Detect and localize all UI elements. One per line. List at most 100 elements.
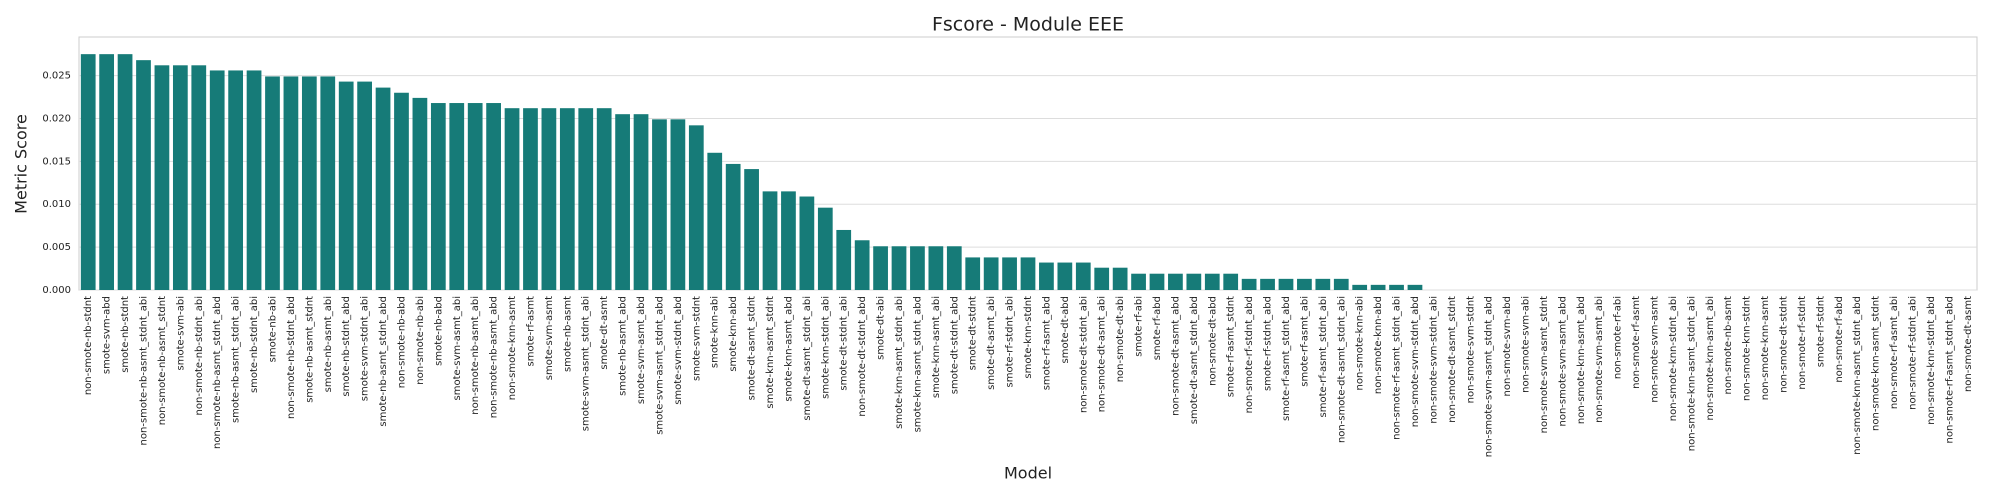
x-tick-label: smote-rf-asmt_stdnt_abi: [1318, 296, 1329, 417]
bar: [652, 119, 667, 290]
x-tick-label: smote-dt-stdnt_abi: [839, 296, 850, 391]
x-tick-label: smote-nb-stdnt_abd: [341, 296, 352, 397]
y-tick-label: 0.015: [42, 156, 71, 167]
bar: [1389, 284, 1404, 290]
bar: [357, 81, 372, 290]
bar: [928, 246, 944, 290]
x-tick-label: smote-dt-abi: [876, 296, 887, 360]
bar: [1094, 267, 1110, 290]
bar: [541, 108, 557, 291]
x-tick-label: non-smote-knn-asmt_stdnt_abd: [1852, 296, 1863, 455]
x-tick-label: smote-dt-stdnt_abd: [949, 296, 960, 394]
bar: [633, 114, 649, 291]
x-tick-label: smote-knn-asmt_stdnt_abi: [894, 296, 905, 429]
bar: [1315, 278, 1331, 290]
bar: [578, 108, 594, 291]
x-axis-label: Model: [1004, 464, 1052, 483]
x-tick-label: smote-knn-asmt_stdnt: [765, 296, 776, 409]
x-tick-label: smote-knn-abd: [728, 296, 739, 372]
x-tick-label: smote-rf-asmt_abd: [1041, 296, 1052, 390]
x-tick-label: non-smote-svm-asmt_abd: [1557, 296, 1568, 426]
x-tick-label: smote-svm-stdnt_abd: [673, 296, 684, 405]
x-tick-label: non-smote-nb-asmt_stdnt: [157, 296, 168, 425]
bar: [1333, 278, 1349, 290]
bar: [504, 108, 520, 291]
bar: [707, 152, 723, 290]
bar: [873, 246, 888, 290]
bar: [744, 169, 759, 290]
x-tick-label: smote-svm-asmt_stdnt_abi: [581, 296, 592, 431]
bar: [246, 70, 262, 291]
x-tick-label: non-smote-rf-stdnt_abi: [1908, 296, 1919, 410]
x-tick-label: non-smote-nb-stdnt: [83, 296, 94, 395]
y-tick-label: 0.020: [42, 113, 71, 124]
x-tick-label: non-smote-dt-asmt_abi: [1097, 296, 1108, 412]
bar: [559, 108, 575, 291]
x-tick-label: smote-dt-asmt_stdnt_abi: [802, 296, 813, 421]
x-tick-label: non-smote-knn-asmt: [1760, 296, 1771, 400]
bar: [1057, 262, 1073, 290]
x-tick-label: non-smote-svm-abi: [1521, 296, 1532, 393]
x-tick-label: non-smote-rf-abi: [1613, 296, 1624, 379]
x-tick-label: smote-rf-abi: [1134, 296, 1145, 357]
x-tick-label: smote-rf-asmt_abi: [1299, 296, 1310, 387]
x-tick-label: non-smote-svm-abd: [1502, 296, 1513, 396]
x-tick-label: smote-nb-stdnt: [120, 296, 131, 373]
bar: [1186, 273, 1202, 290]
x-tick-label: non-smote-rf-asmt_abi: [1889, 296, 1900, 409]
bar: [762, 191, 778, 290]
x-tick-label: smote-dt-asmt_abi: [986, 296, 997, 390]
x-tick-label: non-smote-knn-abd: [1373, 296, 1384, 394]
x-tick-label: non-smote-nb-asmt_abd: [489, 296, 500, 418]
bar: [412, 97, 428, 290]
bar: [965, 257, 981, 290]
x-tick-label: non-smote-nb-stdnt_abd: [286, 296, 297, 419]
bar: [1297, 278, 1312, 290]
y-tick-label: 0.025: [42, 71, 71, 82]
x-tick-label: smote-knn-asmt_stdnt_abd: [912, 296, 923, 432]
x-tick-label: smote-rf-asmt_stdnt_abd: [1281, 296, 1292, 421]
bar: [910, 246, 925, 290]
x-tick-label: non-smote-dt-stdnt: [1779, 296, 1790, 393]
bar: [817, 207, 833, 290]
x-tick-label: non-smote-knn-asmt_abi: [1705, 296, 1716, 420]
bar: [394, 92, 409, 291]
x-tick-label: non-smote-dt-abi: [1115, 296, 1126, 382]
x-tick-label: non-smote-nb-stdnt_abi: [194, 296, 205, 415]
y-tick-label: 0.000: [42, 285, 71, 296]
bar: [154, 65, 170, 290]
bar: [1168, 273, 1183, 290]
x-tick-label: smote-dt-asmt_stdnt_abd: [1189, 296, 1200, 424]
x-tick-label: non-smote-rf-stdnt_abd: [1244, 296, 1255, 413]
bar: [1352, 284, 1368, 290]
bar: [1241, 278, 1257, 290]
bar: [523, 108, 538, 291]
bar: [1039, 262, 1054, 290]
bar: [228, 70, 244, 291]
x-tick-label: non-smote-knn-abi: [1355, 296, 1366, 390]
x-tick-label: non-smote-nb-asmt_stdnt_abi: [138, 296, 149, 445]
x-tick-label: smote-svm-abi: [175, 296, 186, 370]
x-tick-label: non-smote-dt-asmt_stdnt_abi: [1336, 296, 1347, 443]
bar: [1075, 262, 1091, 290]
x-tick-label: non-smote-rf-abd: [1834, 296, 1845, 383]
bar: [338, 81, 354, 290]
x-tick-label: non-smote-svm-asmt_stdnt: [1539, 296, 1550, 433]
x-tick-label: non-smote-knn-asmt_stdnt: [1871, 296, 1882, 431]
x-tick-label: non-smote-nb-asmt_abi: [470, 296, 481, 415]
x-tick-label: smote-nb-abd: [433, 296, 444, 366]
x-tick-label: smote-dt-abd: [1060, 296, 1071, 363]
y-axis-label: Metric Score: [12, 114, 31, 214]
x-tick-label: smote-nb-stdnt_abi: [249, 296, 260, 393]
bar: [781, 191, 796, 290]
bar: [1002, 257, 1017, 290]
bar: [596, 108, 612, 291]
x-tick-label: smote-knn-stdnt: [1023, 296, 1034, 379]
x-tick-label: non-smote-dt-asmt_abd: [1170, 296, 1181, 416]
x-tick-label: smote-rf-stdnt: [1815, 296, 1826, 367]
bar: [946, 246, 962, 290]
bar: [172, 65, 188, 290]
x-tick-label: non-smote-dt-stdnt_abi: [1078, 296, 1089, 413]
x-tick-label: smote-nb-asmt_stdnt: [304, 296, 315, 403]
x-tick-label: non-smote-knn-stdnt: [1742, 296, 1753, 401]
